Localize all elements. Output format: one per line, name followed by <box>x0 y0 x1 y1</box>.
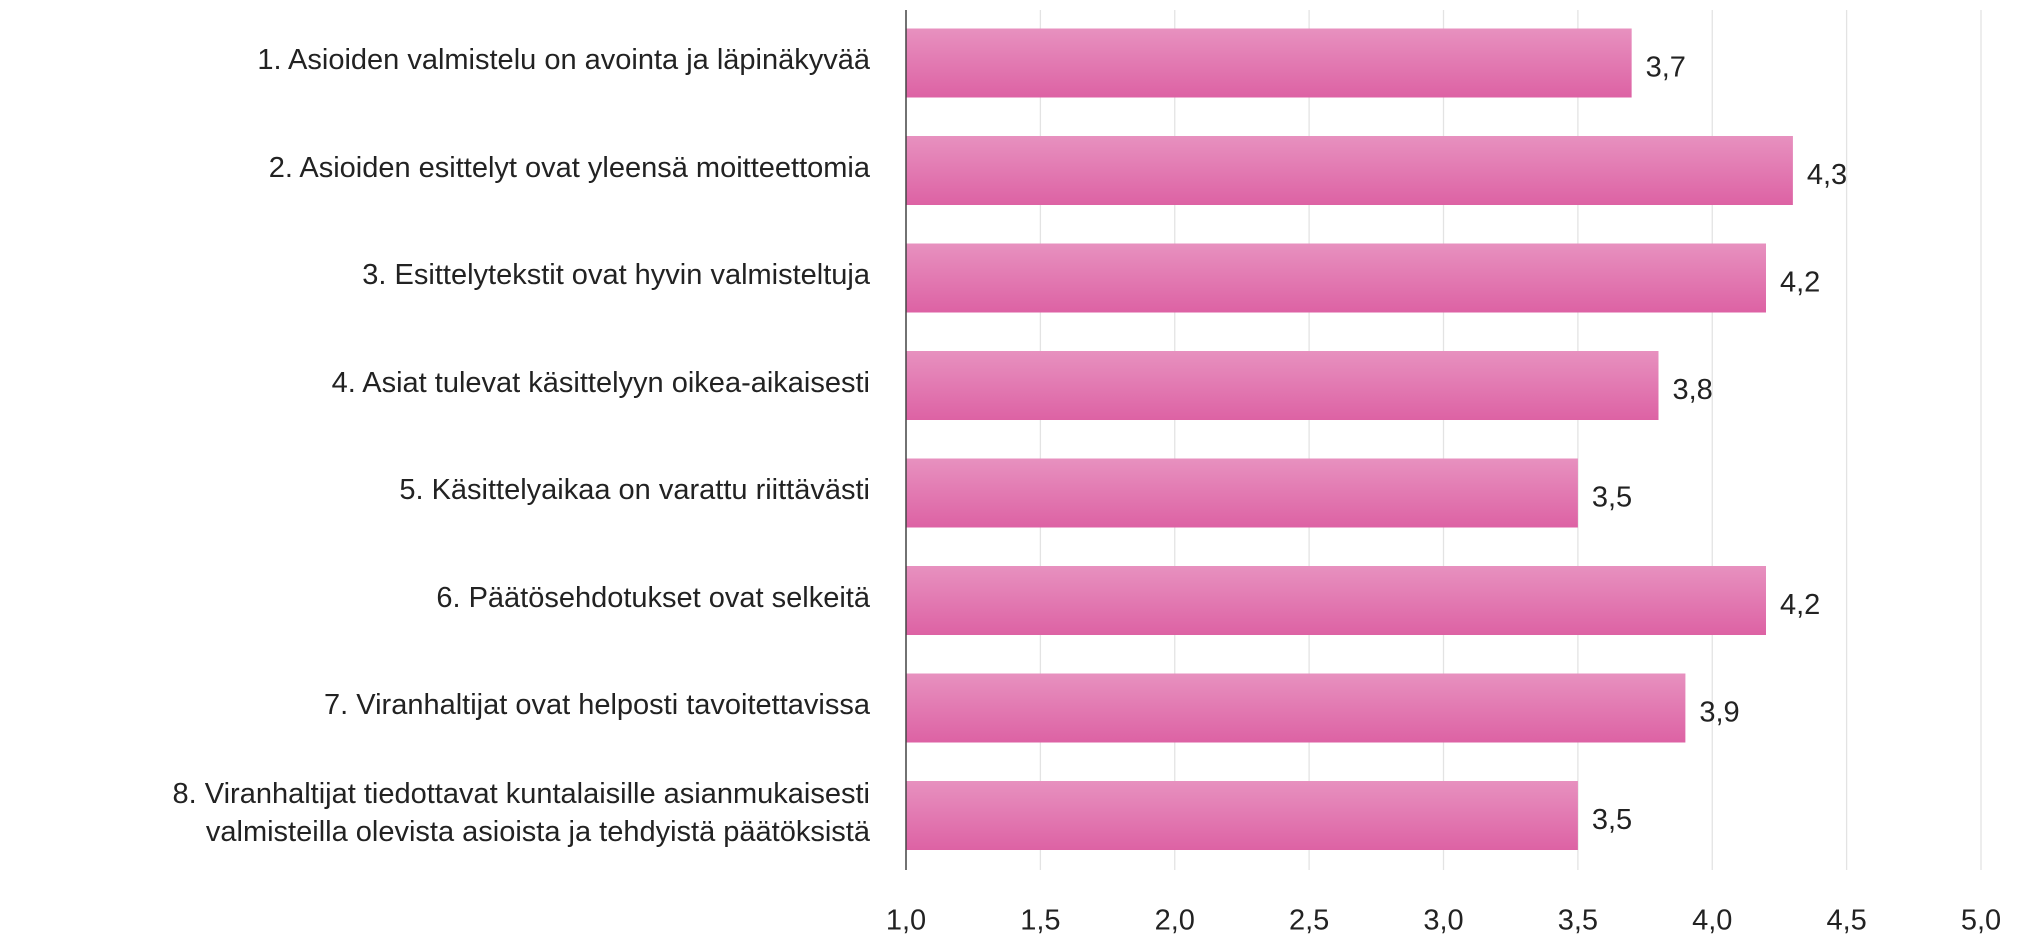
value-label: 3,7 <box>1646 52 1686 84</box>
value-label: 4,3 <box>1807 159 1847 191</box>
category-label: 3. Esittelytekstit ovat hyvin valmistelt… <box>362 259 870 291</box>
x-tick-label: 4,0 <box>1692 905 1732 937</box>
x-tick-label: 5,0 <box>1961 905 2001 937</box>
bar-shine <box>906 458 1578 528</box>
bar-shine <box>906 136 1793 205</box>
value-label: 4,2 <box>1780 267 1820 299</box>
category-label: 1. Asioiden valmistelu on avointa ja läp… <box>257 44 870 76</box>
category-label: 8. Viranhaltijat tiedottavat kuntalaisil… <box>172 777 870 848</box>
bar-shine <box>906 781 1578 850</box>
category-label: 7. Viranhaltijat ovat helposti tavoitett… <box>324 689 870 721</box>
value-label: 3,5 <box>1592 804 1632 836</box>
value-label: 3,9 <box>1699 697 1739 729</box>
category-label: 5. Käsittelyaikaa on varattu riittävästi <box>399 474 870 506</box>
category-label: 2. Asioiden esittelyt ovat yleensä moitt… <box>268 151 870 184</box>
x-tick-label: 3,5 <box>1558 905 1598 937</box>
bar-shine <box>906 351 1659 420</box>
value-label: 3,5 <box>1592 482 1632 514</box>
bar-shine <box>906 566 1766 635</box>
category-label: 6. Päätösehdotukset ovat selkeitä <box>436 581 870 614</box>
x-tick-label: 4,5 <box>1826 905 1866 937</box>
bar-shine <box>906 243 1766 313</box>
bar-shine <box>906 28 1632 98</box>
bar-shine <box>906 673 1686 743</box>
category-label: 4. Asiat tulevat käsittelyyn oikea-aikai… <box>331 366 870 399</box>
x-tick-label: 2,5 <box>1289 905 1329 937</box>
value-label: 3,8 <box>1673 374 1713 406</box>
x-tick-label: 1,0 <box>886 905 926 937</box>
x-tick-label: 2,0 <box>1155 905 1195 937</box>
x-tick-label: 1,5 <box>1020 905 1060 937</box>
x-tick-label: 3,0 <box>1423 905 1463 937</box>
value-label: 4,2 <box>1780 589 1820 621</box>
